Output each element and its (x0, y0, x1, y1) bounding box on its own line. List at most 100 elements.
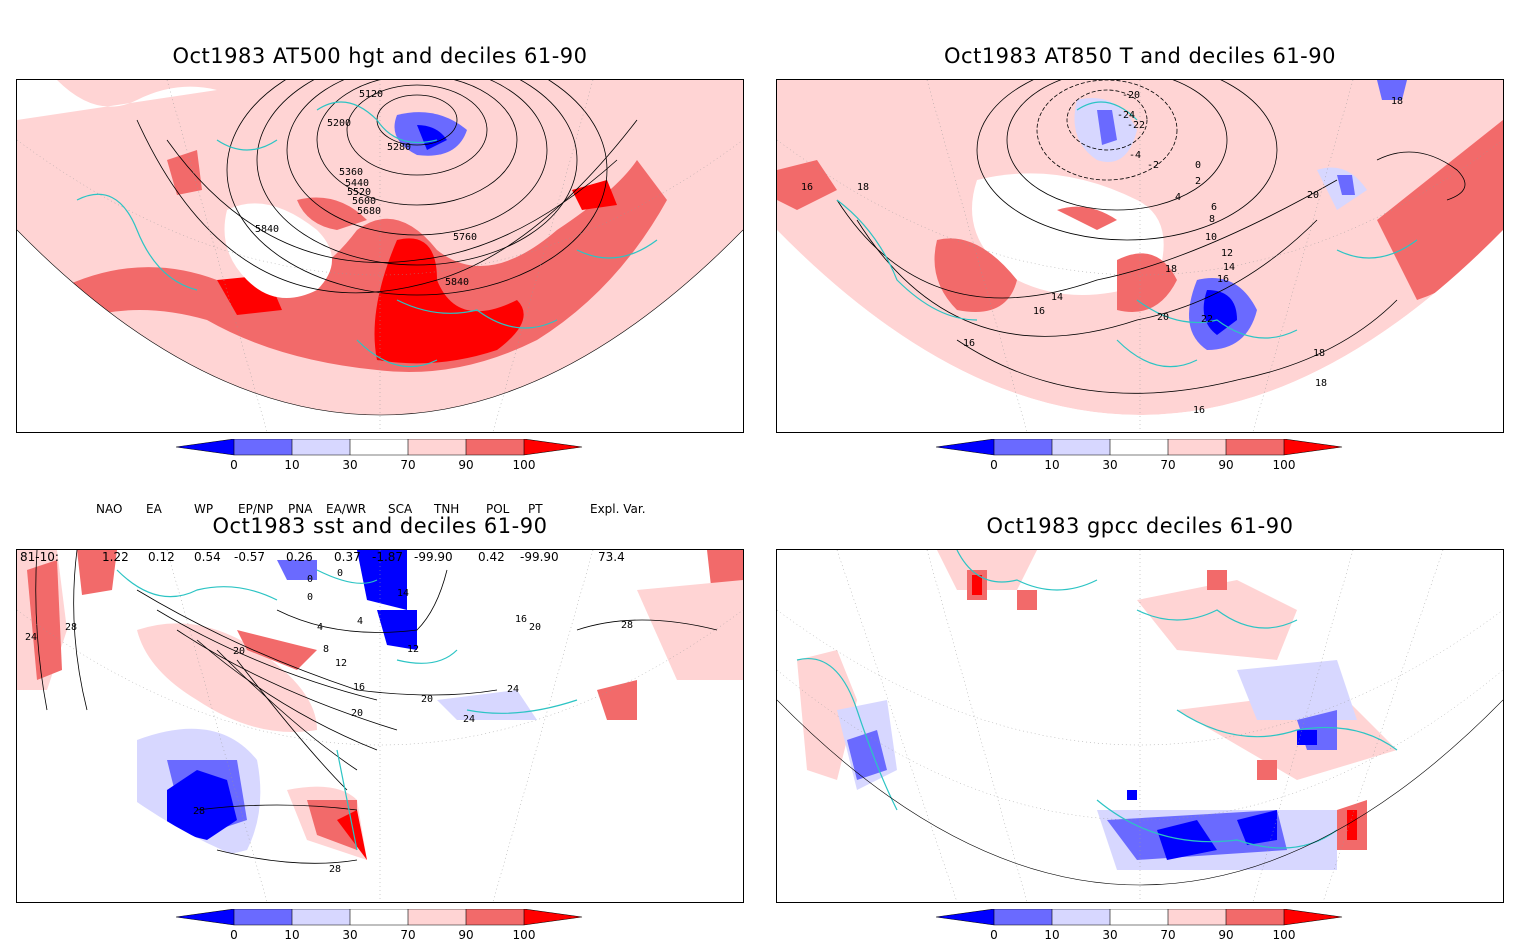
contour-label: -2 (1147, 160, 1159, 171)
contour-label: 6 (1211, 202, 1217, 213)
contour-label: -20 (1122, 90, 1140, 101)
colorbar-sst: 0 10 30 70 90 100 (176, 909, 596, 949)
index-value: 73.4 (598, 550, 625, 564)
colorbar-segment (1110, 439, 1168, 455)
colorbar-segment (1168, 439, 1226, 455)
contour-label: 8 (323, 644, 329, 655)
colorbar-segment (1168, 909, 1226, 925)
colorbar-tick-label: 100 (513, 458, 536, 472)
contour-label: 5520 (347, 187, 371, 198)
colorbar-tick-label: 10 (1044, 928, 1059, 942)
colorbar-segment (994, 909, 1052, 925)
contour-label: 28 (193, 806, 205, 817)
colorbar-hgt500: 0 10 30 70 90 100 (176, 439, 596, 479)
colorbar-gpcc: 0 10 30 70 90 100 (936, 909, 1356, 949)
colorbar-segment (1052, 439, 1110, 455)
colorbar-segment (1284, 909, 1342, 925)
colorbar-tick-label: 10 (1044, 458, 1059, 472)
contour-label: 12 (335, 658, 347, 669)
contour-label: 24 (507, 684, 519, 695)
index-header: TNH (434, 502, 460, 516)
contour-label: 16 (1217, 274, 1229, 285)
index-value: 0.37 (334, 550, 361, 564)
contour-label: 5200 (327, 118, 351, 129)
panel-title-gpcc: Oct1983 gpcc deciles 61-90 (986, 514, 1294, 538)
contour-label: 4 (357, 616, 363, 627)
map-panel-gpcc (776, 549, 1504, 903)
index-header: PNA (288, 502, 313, 516)
contour-label: 18 (1315, 378, 1327, 389)
contour-label: 14 (1223, 262, 1235, 273)
contour-label: 18 (1391, 96, 1403, 107)
contour-label: 0 (337, 568, 343, 579)
colorbar-tick-label: 70 (400, 928, 415, 942)
colorbar-tick-label: 70 (400, 458, 415, 472)
colorbar-segment (408, 439, 466, 455)
contour-label: 22 (1201, 314, 1213, 325)
contour-label: 0 (307, 592, 313, 603)
index-header: EA (146, 502, 162, 516)
contour-label: 5360 (339, 167, 363, 178)
colorbar-tick-label: 90 (458, 458, 473, 472)
contour-label: 16 (1193, 405, 1205, 416)
contour-label: 4 (1175, 192, 1181, 203)
colorbar-segment (292, 909, 350, 925)
index-header: Expl. Var. (590, 502, 646, 516)
colorbar-segment (234, 439, 292, 455)
index-value: -99.90 (520, 550, 559, 564)
contour-label: 28 (329, 864, 341, 875)
colorbar-t850: 0 10 30 70 90 100 (936, 439, 1356, 479)
contour-label: 5840 (445, 277, 469, 288)
colorbar-segment (466, 439, 524, 455)
contour-label: 12 (1221, 248, 1233, 259)
contour-label: 24 (25, 632, 37, 643)
colorbar-segment (524, 439, 582, 455)
colorbar-tick-label: 10 (284, 928, 299, 942)
colorbar-segment (408, 909, 466, 925)
contour-label: 5120 (359, 89, 383, 100)
contour-label: 5600 (352, 196, 376, 207)
index-header: EP/NP (238, 502, 274, 516)
contour-label: 16 (353, 682, 365, 693)
colorbar-segment (1226, 439, 1284, 455)
colorbar-tick-label: 30 (1102, 458, 1117, 472)
contour-label: 20 (1157, 312, 1169, 323)
map-panel-sst: 24 28 0 0 0 14 4 4 8 12 12 16 20 20 24 2… (16, 549, 744, 903)
contour-label: 16 (515, 614, 527, 625)
contour-label: -24 (1117, 110, 1135, 121)
index-value: 1.22 (102, 550, 129, 564)
colorbar-tick-label: 30 (1102, 928, 1117, 942)
colorbar-tick-label: 100 (1273, 928, 1296, 942)
colorbar-tick-label: 10 (284, 458, 299, 472)
contour-label: 2 (1195, 176, 1201, 187)
panel-title-hgt500: Oct1983 AT500 hgt and deciles 61-90 (172, 44, 588, 68)
contour-label: 5280 (387, 142, 411, 153)
contour-label: 5440 (345, 178, 369, 189)
colorbar-tick-label: 70 (1160, 928, 1175, 942)
index-value: 0.42 (478, 550, 505, 564)
contour-label: 20 (421, 694, 433, 705)
contour-label: 20 (351, 708, 363, 719)
index-header: PT (528, 502, 543, 516)
index-header: WP (194, 502, 214, 516)
index-header: EA/WR (326, 502, 367, 516)
colorbar-segment (936, 909, 994, 925)
colorbar-segment (1284, 439, 1342, 455)
colorbar-segment (524, 909, 582, 925)
colorbar-segment (176, 439, 234, 455)
contour-label: 8 (1209, 214, 1215, 225)
colorbar-segment (466, 909, 524, 925)
contour-label: 18 (857, 182, 869, 193)
colorbar-tick-label: 90 (458, 928, 473, 942)
panel-title-t850: Oct1983 AT850 T and deciles 61-90 (944, 44, 1336, 68)
contour-label: 14 (1051, 292, 1063, 303)
contour-label: 16 (801, 182, 813, 193)
contour-label: 5760 (453, 232, 477, 243)
contour-label: 12 (407, 644, 419, 655)
colorbar-segment (1052, 909, 1110, 925)
indices-table: NAO EA WP EP/NP PNA EA/WR SCA TNH POL PT Expl. Var… (20, 474, 646, 584)
colorbar-segment (292, 439, 350, 455)
colorbar-tick-label: 0 (990, 458, 998, 472)
contour-label: 20 (233, 646, 245, 657)
index-value: 0.54 (194, 550, 221, 564)
